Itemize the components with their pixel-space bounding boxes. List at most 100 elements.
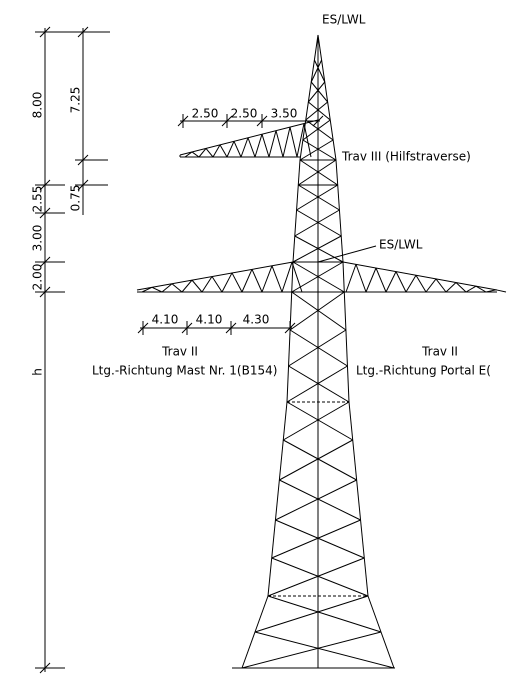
tower-leg (343, 291, 347, 331)
arm-lacing (485, 289, 497, 293)
arm-lacing (291, 262, 303, 293)
arm-lacing (345, 264, 357, 293)
arm-lacing (181, 279, 193, 293)
tower-leg (360, 519, 365, 559)
brace (275, 479, 357, 521)
brace (283, 439, 357, 481)
label-right-arm: Trav II (421, 345, 458, 359)
tower-leg (342, 261, 345, 293)
dim-label: 3.00 (31, 225, 45, 252)
arm-lacing (141, 286, 153, 293)
dim-tick (137, 322, 149, 334)
brace (310, 81, 329, 103)
arm-lacing (241, 269, 253, 293)
brace (254, 595, 369, 633)
tower-leg (305, 101, 309, 121)
tower-leg (292, 235, 296, 263)
arm-lacing (261, 265, 273, 293)
brace (308, 101, 331, 121)
tower-leg (317, 34, 323, 61)
arm-lacing (151, 286, 163, 293)
tower-leg (310, 59, 315, 83)
tower-leg (380, 631, 395, 669)
arm-lacing (303, 123, 312, 158)
arm-lacing (191, 279, 203, 293)
arm-lacing (435, 278, 447, 293)
arm-lacing (221, 272, 233, 293)
arm-lacing (355, 264, 367, 293)
dim-tick (77, 154, 89, 166)
brace (296, 209, 342, 237)
brace (310, 59, 323, 83)
arm-lacing (289, 126, 298, 158)
tower-leg (337, 184, 340, 211)
brace (307, 81, 326, 103)
arm-lacing (495, 289, 507, 293)
brace (271, 557, 369, 597)
brace (271, 519, 361, 559)
label-upper-arm: Trav III (Hilfstraverse) (341, 150, 471, 164)
brace (292, 261, 345, 293)
arm-lacing (282, 126, 291, 158)
arm-lacing (219, 144, 228, 158)
arm-lacing (281, 262, 293, 293)
dim-tick (39, 256, 51, 268)
tower-leg (338, 209, 342, 237)
brace (241, 631, 382, 669)
arm-lacing (385, 271, 397, 293)
brace (286, 365, 348, 403)
dim-tick (221, 115, 233, 127)
brace (289, 329, 348, 367)
dim-tick (77, 179, 89, 191)
brace (292, 235, 342, 263)
tower-leg (327, 101, 331, 121)
label-right-direction: Ltg.-Richtung Portal E( (356, 364, 491, 378)
dim-label: 4.10 (152, 313, 179, 327)
brace (286, 401, 353, 441)
brace (288, 365, 350, 403)
label-top: ES/LWL (322, 13, 366, 27)
tower-leg (348, 401, 354, 441)
tower-leg (321, 59, 326, 83)
tower-leg (267, 557, 273, 597)
tower-leg (363, 557, 369, 597)
arm-lacing (201, 276, 213, 293)
dim-label: 0.75 (69, 185, 83, 212)
tower-leg (324, 81, 329, 103)
tower-structure (35, 26, 507, 674)
tower-leg (352, 439, 358, 481)
tower-leg (296, 184, 299, 211)
brace (288, 329, 347, 367)
tower-leg (367, 595, 382, 633)
tower-leg (294, 209, 298, 237)
dim-tick (39, 662, 51, 674)
arm-lacing (191, 151, 200, 158)
brace (267, 595, 382, 633)
tower-leg (291, 261, 294, 293)
tower-leg (307, 81, 312, 103)
dim-label: 2.50 (192, 107, 219, 121)
brace (283, 401, 350, 441)
dim-label: 7.25 (69, 87, 83, 114)
tower-leg (241, 631, 256, 669)
arm-lacing (251, 269, 263, 293)
arm-lacing (198, 148, 207, 158)
brace (294, 209, 340, 237)
arm-lacing (161, 283, 173, 293)
dim-tick (39, 179, 51, 191)
arm-lacing (365, 267, 377, 293)
arm-lacing (465, 285, 477, 293)
brace (299, 159, 338, 186)
arm-lacing (268, 130, 277, 158)
tower-leg (282, 401, 288, 441)
arm-lacing (395, 271, 407, 293)
arm-lacing (475, 285, 487, 293)
tower-leg (356, 479, 362, 521)
arm-lacing (212, 144, 221, 158)
brace (296, 184, 338, 211)
tower-leg (286, 365, 290, 403)
dim-tick (39, 286, 51, 298)
tower-leg (335, 159, 339, 186)
dim-label: 2.50 (231, 107, 258, 121)
